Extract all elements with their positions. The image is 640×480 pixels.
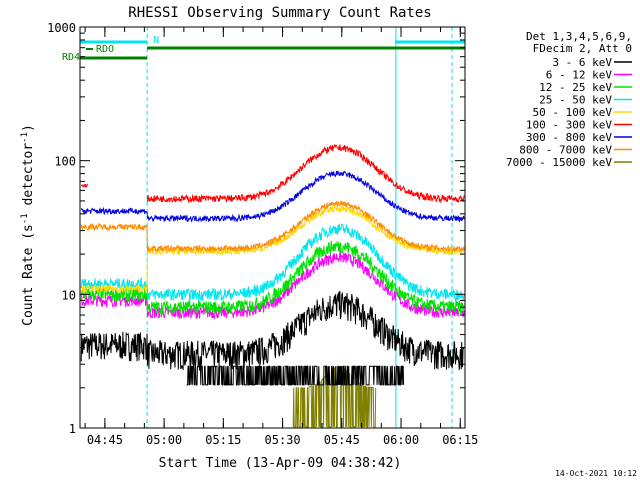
- legend-entry-label: 7000 - 15000 keV: [506, 156, 612, 169]
- plot-frame: [79, 26, 466, 429]
- plot-area: N RDO RD4: [62, 27, 465, 428]
- legend: Det 1,3,4,5,6,9, FDecim 2, Att 0 3 - 6 k…: [506, 30, 632, 169]
- x-tick-label: 05:45: [324, 433, 360, 447]
- legend-entry-label: 800 - 7000 keV: [519, 144, 612, 157]
- series-line-1-low: [186, 365, 405, 386]
- series-line-8: [80, 200, 465, 253]
- legend-entry-label: 3 - 6 keV: [552, 56, 612, 69]
- y-tick-label: 100: [54, 155, 76, 169]
- series-line-6-pre: [80, 183, 89, 189]
- y-tick-label: 1: [69, 422, 76, 436]
- series-line-1: [80, 290, 465, 371]
- chart-title: RHESSI Observing Summary Count Rates: [128, 5, 431, 21]
- legend-entry-label: 100 - 300 keV: [526, 119, 612, 132]
- x-tick-label: 04:45: [87, 433, 123, 447]
- axes: 1 10 100 1000 04:45 05:00 05:15 05:30 05:45 06:00…: [47, 21, 478, 447]
- legend-entry-label: 12 - 25 keV: [539, 81, 612, 94]
- footer-date: 14-Oct-2021 10:12: [555, 469, 637, 478]
- status-bar-n-label: N: [153, 35, 159, 46]
- legend-entry-label: 300 - 800 keV: [526, 131, 612, 144]
- series-line-5: [80, 204, 465, 294]
- x-axis-label: Start Time (13-Apr-09 04:38:42): [159, 456, 402, 471]
- status-bar-rdo-label: RDO: [96, 44, 114, 55]
- legend-header-line-1: Det 1,3,4,5,6,9,: [526, 30, 632, 43]
- x-tick-label: 05:30: [265, 433, 301, 447]
- x-tick-label: 06:00: [383, 433, 419, 447]
- legend-entry-label: 50 - 100 keV: [533, 106, 613, 119]
- y-tick-label: 1000: [47, 21, 76, 35]
- x-tick-label: 05:15: [205, 433, 241, 447]
- y-axis-label: Count Rate (s-1 detector-1): [20, 124, 36, 326]
- legend-header-line-2: FDecim 2, Att 0: [533, 42, 632, 55]
- series-line-3: [80, 240, 465, 316]
- legend-entry-label: 6 - 12 keV: [546, 69, 613, 82]
- status-bar-rd4-label: RD4: [62, 52, 80, 63]
- series-line-4: [80, 223, 465, 303]
- series-line-6: [147, 143, 465, 204]
- series-line-7: [80, 170, 465, 223]
- x-tick-label: 05:00: [146, 433, 182, 447]
- y-tick-label: 10: [62, 288, 76, 302]
- x-tick-label: 06:15: [442, 433, 478, 447]
- legend-entry-label: 25 - 50 keV: [539, 94, 612, 107]
